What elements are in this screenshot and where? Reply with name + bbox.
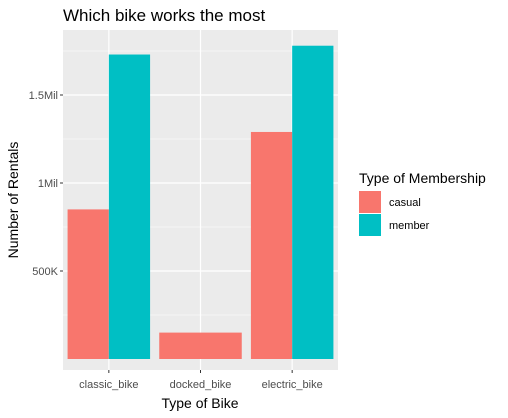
legend-swatch-casual [359,191,381,213]
bar-casual-classic_bike [67,209,109,359]
x-axis-title: Type of Bike [161,395,238,411]
bar-member-electric_bike [292,45,334,359]
x-tick-label: classic_bike [79,379,138,391]
x-tick-label: electric_bike [262,379,323,391]
legend: Type of Membership casual member [359,170,486,236]
y-tick-label: 1Mil [38,178,58,190]
bars [67,45,334,360]
y-tick-label: 500K [32,266,58,278]
y-tick-label: 1.5Mil [29,90,58,102]
chart-title: Which bike works the most [63,6,265,25]
y-axis-title: Number of Rentals [5,142,21,259]
legend-swatch-member [359,214,381,236]
bar-member-classic_bike [108,54,151,360]
x-axis: classic_bike docked_bike electric_bike [79,370,323,391]
y-axis: 500K 1Mil 1.5Mil [29,90,63,278]
legend-title: Type of Membership [359,170,486,186]
bar-casual-electric_bike [250,131,293,359]
legend-label-member: member [389,220,430,232]
x-tick-label: docked_bike [170,379,232,391]
legend-label-casual: casual [389,197,421,209]
bar-casual-docked_bike [159,332,242,359]
